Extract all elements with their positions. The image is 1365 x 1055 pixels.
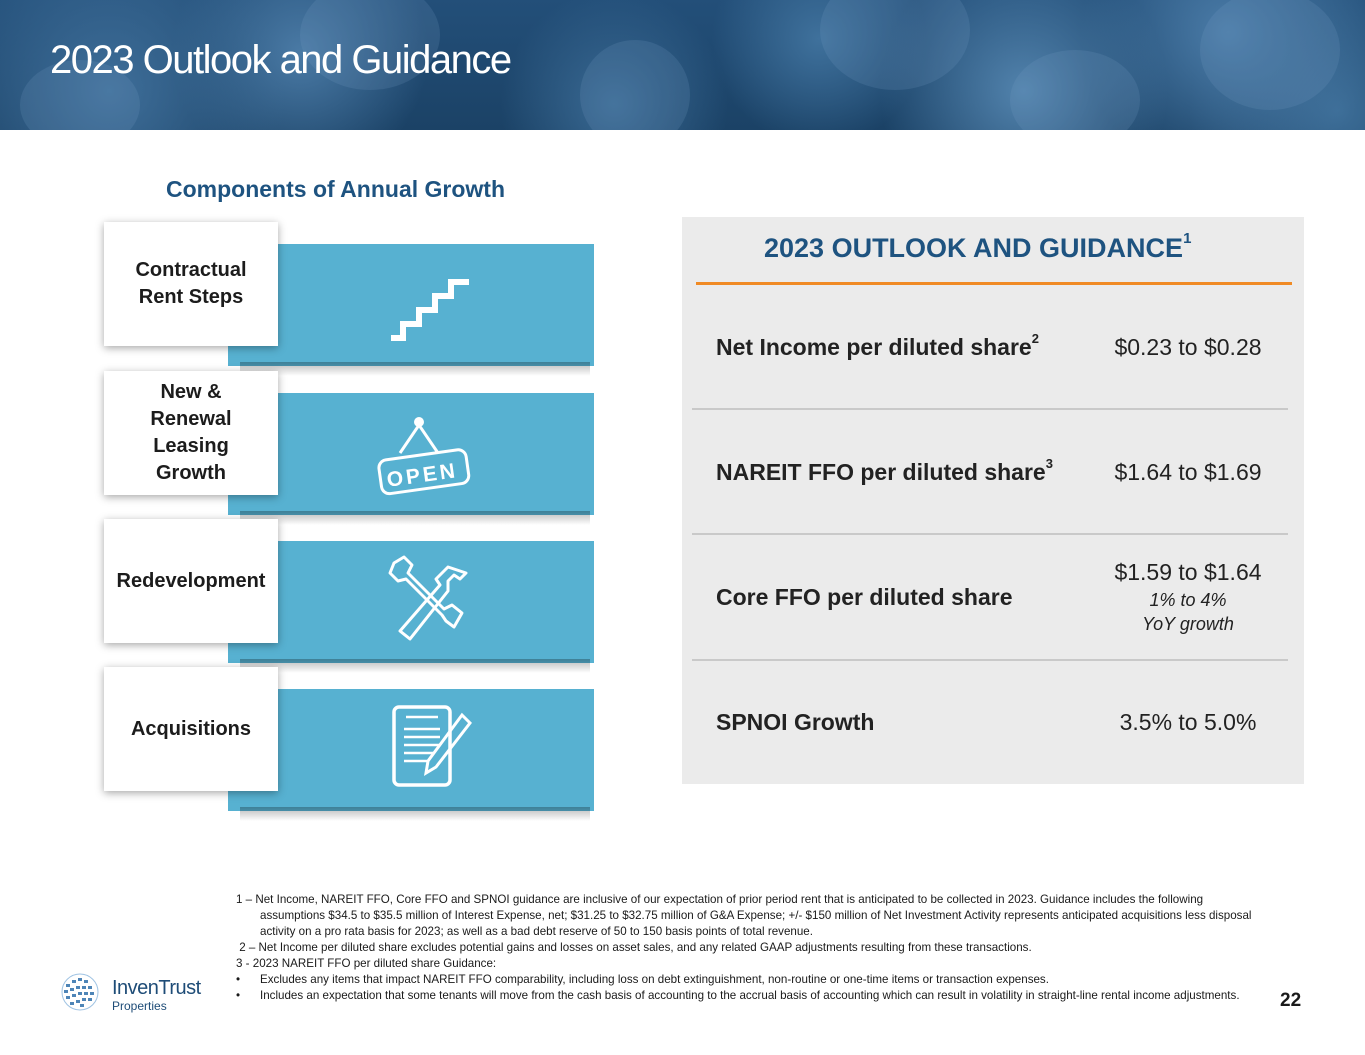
guidance-label-text: Net Income per diluted share — [716, 334, 1032, 360]
footnote: 1 – Net Income, NAREIT FFO, Core FFO and… — [236, 893, 1252, 938]
component-label: Acquisitions — [130, 717, 251, 740]
footnote-bullet: Excludes any items that impact NAREIT FF… — [236, 972, 1256, 988]
component-row: Acquisitions — [100, 667, 600, 821]
guidance-title: 2023 OUTLOOK AND GUIDANCE1 — [764, 230, 1192, 264]
guidance-value: $1.64 to $1.69 — [1114, 459, 1262, 485]
footnote: 3 - 2023 NAREIT FFO per diluted share Gu… — [236, 957, 497, 970]
guidance-label: SPNOI Growth — [716, 709, 874, 736]
band-shadow — [240, 511, 590, 525]
guidance-value: $1.59 to $1.64 — [1114, 559, 1262, 585]
component-band — [228, 393, 594, 515]
tools-icon — [388, 555, 468, 641]
component-card: Acquisitions — [104, 667, 278, 791]
footnotes: 1 – Net Income, NAREIT FFO, Core FFO and… — [236, 892, 1256, 1004]
component-band — [228, 689, 594, 811]
document-pen-icon — [392, 705, 472, 787]
guidance-footnote: 3 — [1045, 456, 1053, 472]
component-card: Contractual Rent Steps — [104, 222, 278, 346]
guidance-label-text: NAREIT FFO per diluted share — [716, 459, 1046, 485]
band-shadow — [240, 659, 590, 673]
band-shadow — [240, 807, 590, 821]
guidance-label: Core FFO per diluted share — [716, 584, 1013, 611]
component-label: Redevelopment — [116, 569, 266, 592]
components-title: Components of Annual Growth — [166, 176, 506, 202]
component-card: Redevelopment — [104, 519, 278, 643]
guidance-label-text: Core FFO per diluted share — [716, 584, 1013, 610]
component-card: New & Renewal Leasing Growth — [104, 371, 278, 495]
logo-name: InvenTrust — [112, 977, 201, 999]
component-row: Redevelopment — [100, 519, 600, 673]
guidance-label: Net Income per diluted share2 — [716, 331, 1039, 361]
guidance-footnote: 2 — [1031, 331, 1039, 347]
guidance-label-text: SPNOI Growth — [716, 709, 875, 735]
guidance-value: 3.5% to 5.0% — [1119, 709, 1257, 735]
guidance-label: NAREIT FFO per diluted share3 — [716, 456, 1053, 486]
guidance-value: $0.23 to $0.28 — [1114, 334, 1262, 360]
component-row: New & Renewal Leasing Growth OPEN — [100, 371, 600, 525]
component-band — [228, 244, 594, 366]
row-divider — [692, 533, 1288, 535]
component-band — [228, 541, 594, 663]
guidance-subtext: YoY growth — [1142, 614, 1234, 634]
band-shadow — [240, 362, 590, 376]
stairs-icon — [391, 279, 469, 341]
row-divider — [692, 659, 1288, 661]
header-banner — [0, 0, 1365, 130]
component-label: Contractual Rent Steps — [135, 259, 247, 308]
guidance-subtext: 1% to 4% — [1149, 590, 1227, 610]
title-underline — [696, 282, 1292, 285]
footnote-bullet: Includes an expectation that some tenant… — [236, 988, 1256, 1004]
guidance-title-footnote: 1 — [1183, 230, 1192, 247]
footnote: 2 – Net Income per diluted share exclude… — [236, 941, 1032, 954]
component-row: Contractual Rent Steps — [100, 222, 600, 376]
open-sign-icon: OPEN — [377, 417, 471, 496]
inventrust-logo-icon — [61, 973, 99, 1011]
guidance-panel — [682, 217, 1304, 784]
page-number: 22 — [1280, 990, 1302, 1011]
component-label: New & Renewal Leasing Growth — [150, 381, 232, 484]
logo-subtitle: Properties — [112, 999, 167, 1013]
row-divider — [692, 408, 1288, 410]
page-title: 2023 Outlook and Guidance — [50, 38, 512, 82]
guidance-title-text: 2023 OUTLOOK AND GUIDANCE — [764, 233, 1184, 263]
